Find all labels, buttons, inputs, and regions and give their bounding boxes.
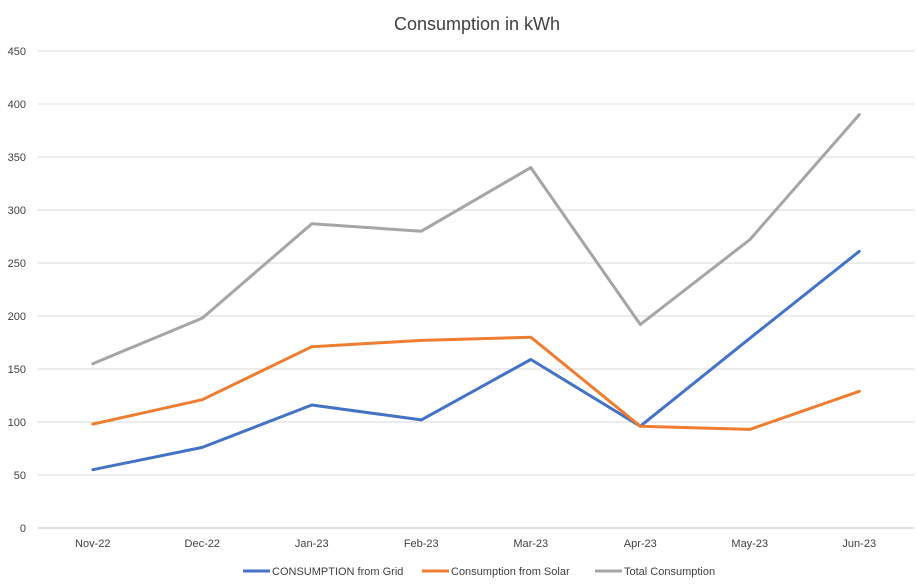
x-tick-label: Jan-23 <box>295 538 329 550</box>
y-tick-label: 50 <box>14 470 26 482</box>
legend-label: Consumption from Solar <box>451 566 570 578</box>
x-tick-label: Dec-22 <box>185 538 220 550</box>
y-tick-label: 250 <box>8 258 26 270</box>
y-tick-label: 400 <box>8 99 26 111</box>
x-tick-label: Nov-22 <box>75 538 110 550</box>
x-tick-label: May-23 <box>731 538 768 550</box>
legend-label: CONSUMPTION from Grid <box>272 566 403 578</box>
x-tick-label: Feb-23 <box>404 538 439 550</box>
x-tick-label: Jun-23 <box>842 538 876 550</box>
y-tick-label: 200 <box>8 311 26 323</box>
y-tick-label: 100 <box>8 417 26 429</box>
x-axis-ticks: Nov-22 Dec-22 Jan-23 Feb-23 Mar-23 Apr-23 May-… <box>75 538 876 550</box>
x-tick-label: Mar-23 <box>513 538 548 550</box>
legend: CONSUMPTION from Grid Consumption from So… <box>243 566 715 578</box>
series-line <box>91 249 861 472</box>
chart-title: Consumption in kWh <box>394 14 560 34</box>
y-tick-label: 350 <box>8 152 26 164</box>
y-tick-label: 0 <box>20 523 26 535</box>
x-tick-label: Apr-23 <box>624 538 657 550</box>
series-line <box>91 113 861 366</box>
y-tick-label: 450 <box>8 46 26 58</box>
gridlines <box>38 50 914 529</box>
y-tick-label: 300 <box>8 205 26 217</box>
series-line <box>91 335 861 431</box>
series-lines <box>91 113 861 472</box>
legend-label: Total Consumption <box>624 566 715 578</box>
y-axis-ticks: 0 50 100 150 200 250 300 350 400 450 <box>8 46 26 535</box>
y-tick-label: 150 <box>8 364 26 376</box>
